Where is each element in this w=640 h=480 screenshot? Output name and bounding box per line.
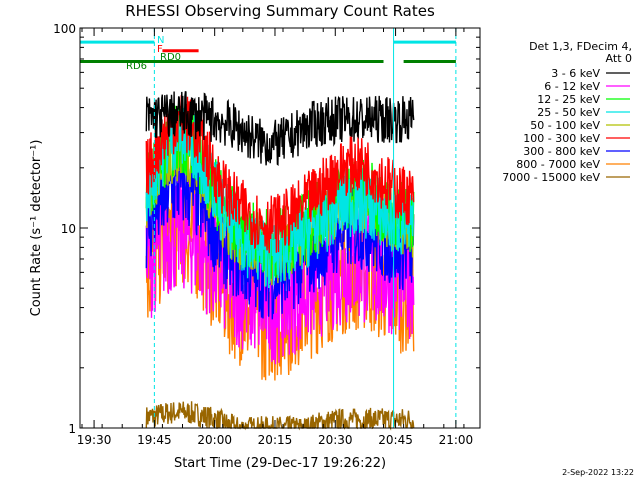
axis-layer: 19:30 19:45 20:00 20:15 20:30 20:45 21:00 1 10 10… bbox=[53, 22, 480, 447]
y-tick-label-1: 10 bbox=[61, 222, 76, 236]
x-tick-label-5: 20:45 bbox=[378, 433, 413, 447]
status-label-f: F bbox=[157, 44, 163, 55]
y-axis-label: Count Rate (s⁻¹ detector⁻¹) bbox=[29, 140, 44, 317]
status-label-rd0: RD0 bbox=[160, 52, 181, 63]
legend-entry-0: 3 - 6 keV bbox=[551, 67, 600, 80]
series-line-8 bbox=[145, 401, 415, 431]
x-tick-label-4: 20:30 bbox=[318, 433, 353, 447]
data-layer bbox=[79, 28, 457, 431]
legend-entry-7: 800 - 7000 keV bbox=[516, 158, 600, 171]
legend-entry-3: 25 - 50 keV bbox=[537, 106, 600, 119]
x-axis-label: Start Time (29-Dec-17 19:26:22) bbox=[174, 456, 386, 471]
legend-entry-4: 50 - 100 keV bbox=[530, 119, 600, 132]
x-tick-label-6: 21:00 bbox=[439, 433, 474, 447]
legend-entry-8: 7000 - 15000 keV bbox=[502, 171, 600, 184]
legend-header-1: Att 0 bbox=[606, 52, 632, 65]
y-tick-label-2: 100 bbox=[53, 22, 76, 36]
x-tick-label-2: 20:00 bbox=[197, 433, 232, 447]
chart-title: RHESSI Observing Summary Count Rates bbox=[125, 2, 435, 20]
legend-entry-1: 6 - 12 keV bbox=[544, 80, 600, 93]
legend-entry-2: 12 - 25 keV bbox=[537, 93, 600, 106]
status-label-rd6: RD6 bbox=[126, 61, 147, 72]
series-line-0 bbox=[145, 90, 415, 167]
x-tick-label-3: 20:15 bbox=[258, 433, 293, 447]
x-tick-label-0: 19:30 bbox=[77, 433, 112, 447]
y-tick-label-0: 1 bbox=[68, 422, 76, 436]
legend-entry-6: 300 - 800 keV bbox=[523, 145, 600, 158]
legend-entry-5: 100 - 300 keV bbox=[523, 132, 600, 145]
date-stamp: 2-Sep-2022 13:22 bbox=[562, 468, 634, 477]
legend-header-0: Det 1,3, FDecim 4, bbox=[529, 40, 632, 53]
x-tick-label-1: 19:45 bbox=[137, 433, 172, 447]
status-label-n: N bbox=[157, 35, 164, 46]
